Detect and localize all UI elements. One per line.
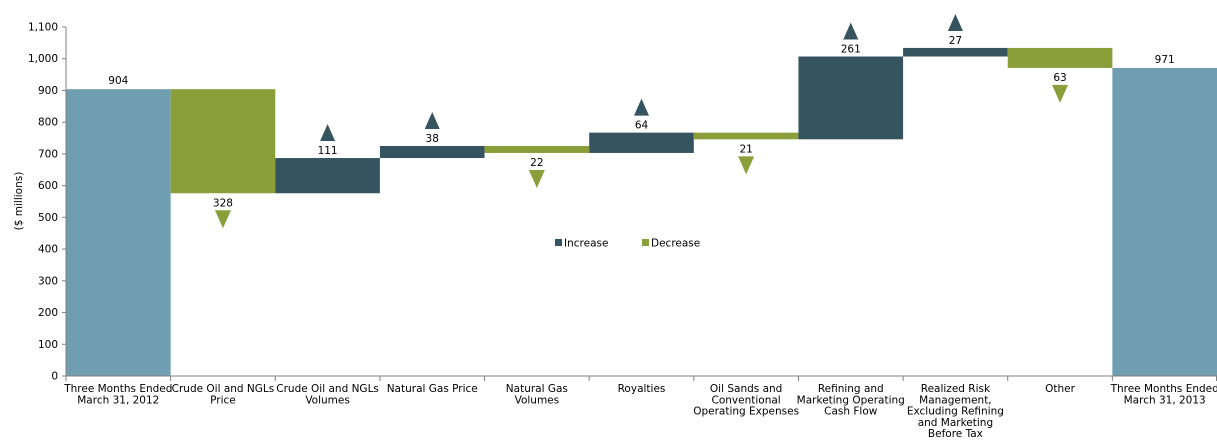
y-tick-label: 600 xyxy=(38,180,58,192)
x-tick-label: Crude Oil and NGLs Price xyxy=(172,383,275,406)
y-tick-label: 0 xyxy=(51,371,58,383)
increase-arrow-icon xyxy=(424,111,440,129)
y-tick-label: 500 xyxy=(38,212,58,224)
legend-label-increase: Increase xyxy=(564,238,608,250)
data-label: 21 xyxy=(739,143,752,155)
data-label: 904 xyxy=(108,75,128,87)
y-tick-label: 100 xyxy=(38,339,58,351)
increase-arrow-icon xyxy=(843,22,859,40)
x-tick-label: Natural Gas Volumes xyxy=(506,383,568,406)
decrease-arrow-icon xyxy=(528,169,545,188)
increase-bar xyxy=(275,158,380,194)
x-tick-label: Three Months Ended March 31, 2012 xyxy=(63,383,172,406)
data-label: 22 xyxy=(530,157,543,169)
x-tick-label: Other xyxy=(1045,383,1075,395)
increase-arrow-icon xyxy=(320,124,336,142)
legend-swatch-decrease xyxy=(642,239,649,246)
x-tick-label: Three Months Ended March 31, 2013 xyxy=(1110,383,1217,406)
decrease-arrow-icon xyxy=(214,210,231,229)
y-tick-label: 700 xyxy=(38,148,58,160)
legend-label-decrease: Decrease xyxy=(651,238,700,250)
x-tick-label: Realized Risk Management, Excluding Refini… xyxy=(907,383,1004,440)
decrease-bar xyxy=(484,145,590,153)
data-label: 971 xyxy=(1155,54,1175,66)
y-tick-label: 300 xyxy=(38,275,58,287)
increase-bar xyxy=(379,145,485,159)
increase-bar xyxy=(903,47,1008,57)
x-tick-label: Refining and Marketing Operating Cash Flow xyxy=(797,383,905,418)
increase-arrow-icon xyxy=(634,98,649,116)
y-tick-label: 1,000 xyxy=(28,53,58,65)
y-tick-label: 900 xyxy=(38,85,58,97)
total-bar xyxy=(66,89,171,376)
y-tick-label: 400 xyxy=(38,244,58,256)
legend: Increase Decrease xyxy=(555,238,700,250)
plot-area: 904 328 111 38 22 64 21 261 27 63 971 xyxy=(66,13,1217,376)
x-tick-label: Crude Oil and NGLs Volumes xyxy=(276,383,379,406)
y-tick-label: 800 xyxy=(38,117,58,129)
y-tick-label: 200 xyxy=(38,307,58,319)
y-axis-label: ($ millions) xyxy=(13,172,25,231)
data-label: 38 xyxy=(426,133,439,145)
legend-swatch-increase xyxy=(555,239,562,246)
decrease-bar xyxy=(693,132,799,140)
data-label: 261 xyxy=(841,44,861,56)
decrease-bar xyxy=(170,89,276,194)
x-tick-label: Oil Sands and Conventional Operating Expen… xyxy=(693,383,799,418)
decrease-arrow-icon xyxy=(738,156,755,175)
decrease-bar xyxy=(1007,47,1113,68)
increase-bar xyxy=(798,56,904,140)
total-bar xyxy=(1112,67,1217,376)
y-tick-label: 1,100 xyxy=(28,22,58,34)
y-axis: 0 100 200 300 400 500 600 700 800 900 1,000 1,100 xyxy=(28,22,67,383)
decrease-arrow-icon xyxy=(1052,84,1069,103)
data-label: 111 xyxy=(318,145,338,157)
x-tick-label: Royalties xyxy=(618,383,666,395)
data-label: 27 xyxy=(949,35,962,47)
x-tick-label: Natural Gas Price xyxy=(387,383,478,395)
data-label: 64 xyxy=(635,120,649,132)
increase-arrow-icon xyxy=(947,13,963,31)
increase-bar xyxy=(589,132,694,153)
data-label: 63 xyxy=(1053,72,1066,84)
data-label: 328 xyxy=(213,197,233,209)
